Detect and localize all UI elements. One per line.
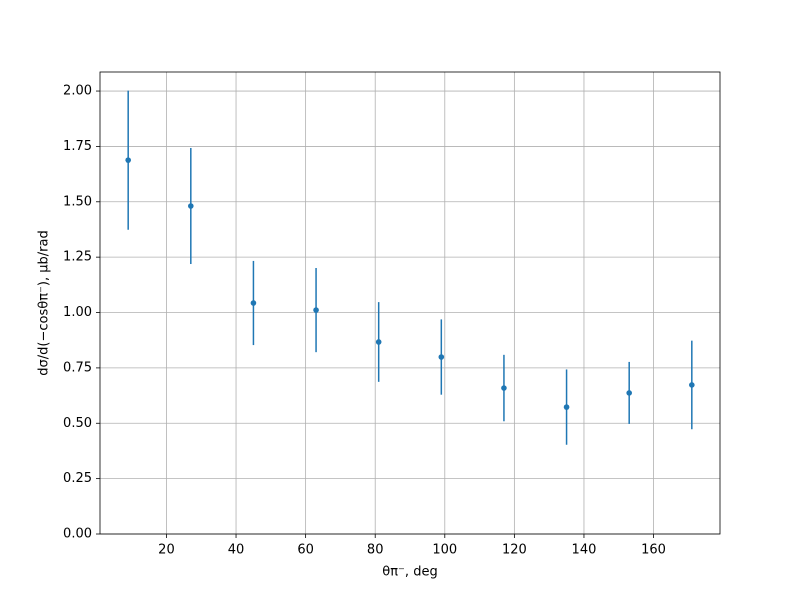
data-point	[689, 382, 695, 388]
y-tick-label: 0.50	[63, 416, 92, 431]
data-point	[313, 307, 319, 313]
data-point	[501, 385, 507, 391]
y-tick-label: 1.25	[63, 250, 92, 265]
data-point	[188, 203, 194, 209]
data-point	[563, 404, 570, 410]
x-tick-label: 40	[228, 543, 245, 558]
x-tick-label: 100	[432, 543, 457, 558]
y-tick-label: 2.00	[63, 84, 92, 99]
y-tick-label: 0.75	[63, 360, 92, 375]
y-axis-label: dσ/d(−cosθπ⁻), μb/rad	[37, 230, 52, 375]
x-tick-label: 140	[572, 543, 597, 558]
x-tick-label: 60	[297, 543, 314, 558]
data-point	[438, 354, 445, 360]
data-point	[125, 157, 131, 163]
x-tick-label: 160	[641, 543, 666, 558]
x-tick-label: 120	[502, 543, 527, 558]
data-point	[626, 390, 632, 396]
plot-frame	[99, 71, 721, 535]
data-point	[375, 339, 382, 345]
x-axis-label: θπ⁻, deg	[382, 565, 437, 580]
y-tick-label: 1.50	[63, 194, 92, 209]
x-tick-label: 20	[158, 543, 175, 558]
y-tick-label: 1.00	[63, 305, 92, 320]
x-tick-label: 80	[367, 543, 384, 558]
y-tick-label: 1.75	[63, 139, 92, 154]
y-tick-label: 0.25	[63, 471, 92, 486]
y-tick-label: 0.00	[63, 527, 92, 542]
data-point	[250, 300, 257, 306]
